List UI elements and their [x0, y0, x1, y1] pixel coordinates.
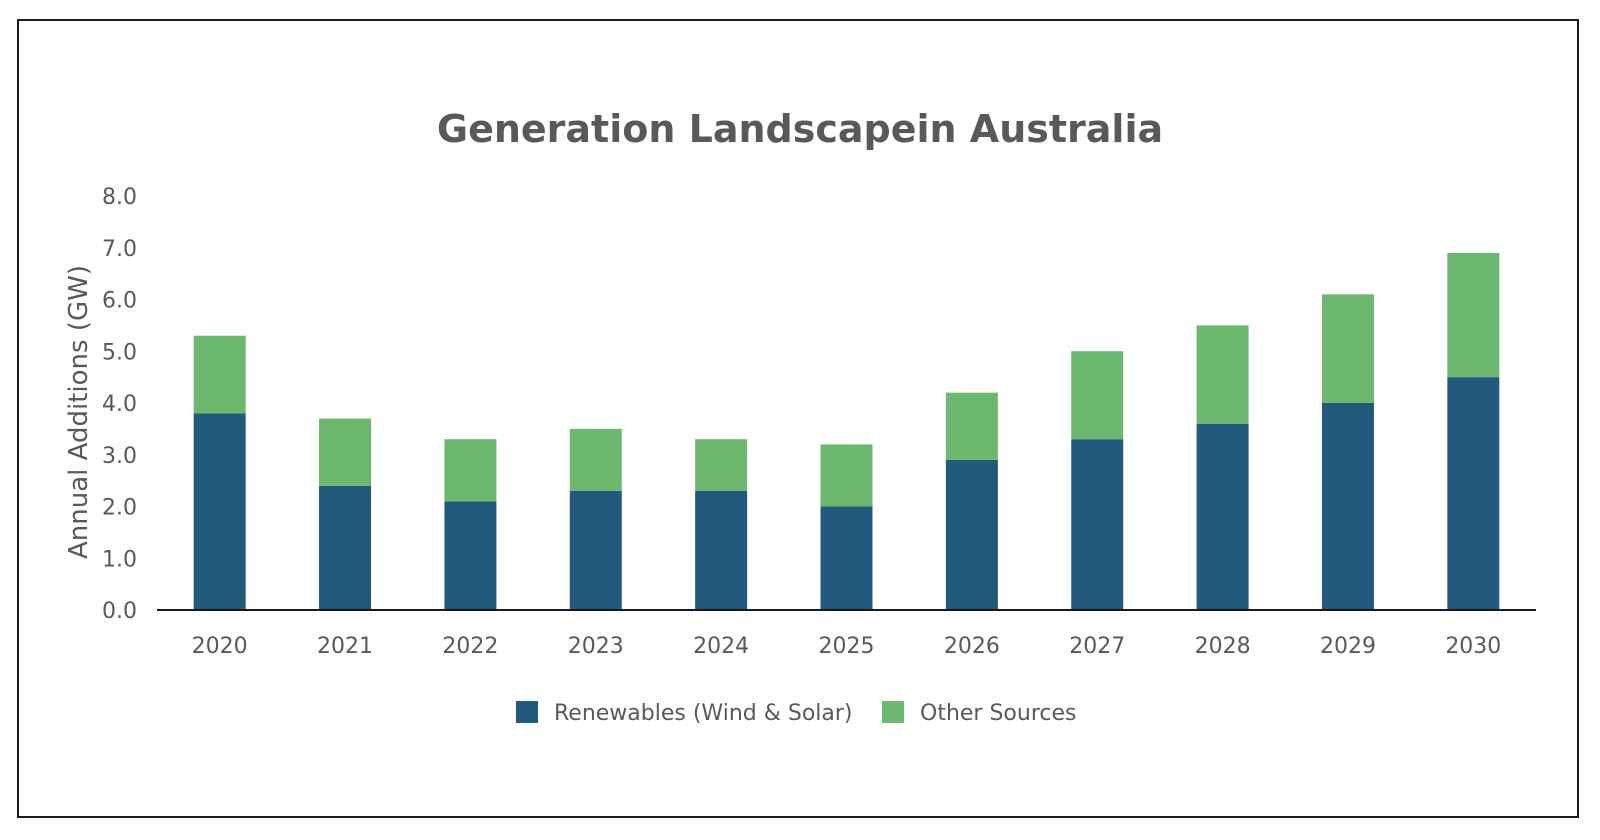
x-tick-label: 2026 — [944, 634, 1000, 659]
bar-renewables — [444, 501, 497, 610]
x-axis-ticks: 2020 2021 2022 2023 2024 2025 2026 2027 2028 2029… — [192, 634, 1502, 659]
x-tick-label: 2029 — [1320, 634, 1376, 659]
x-tick-label: 2020 — [192, 634, 248, 659]
y-tick-label: 6.0 — [102, 289, 137, 314]
x-tick-label: 2022 — [442, 634, 498, 659]
y-tick-label: 3.0 — [102, 444, 137, 469]
bar-renewables — [1071, 439, 1124, 610]
legend-label-renewables: Renewables (Wind & Solar) — [554, 701, 853, 726]
legend: Renewables (Wind & Solar) Other Sources — [516, 701, 1076, 726]
legend-swatch-renewables — [516, 701, 538, 723]
bar-other-sources — [1447, 252, 1500, 378]
x-tick-label: 2030 — [1445, 634, 1501, 659]
y-tick-label: 1.0 — [102, 547, 137, 572]
y-tick-label: 5.0 — [102, 340, 137, 365]
chart-title: Generation Landscapein Australia — [437, 107, 1163, 151]
y-tick-label: 7.0 — [102, 237, 137, 262]
bar-renewables — [193, 413, 246, 610]
bar-other-sources — [1321, 294, 1374, 403]
bar-renewables — [1196, 423, 1249, 610]
bar-renewables — [569, 490, 622, 610]
bar-other-sources — [695, 439, 748, 491]
bar-other-sources — [444, 439, 497, 502]
chart-frame — [17, 19, 1579, 818]
bar-other-sources — [820, 444, 873, 507]
bar-other-sources — [945, 392, 998, 460]
bar-renewables — [695, 490, 748, 610]
legend-label-other-sources: Other Sources — [920, 701, 1076, 726]
bar-other-sources — [193, 335, 246, 414]
legend-swatch-other-sources — [882, 701, 904, 723]
y-axis-title: Annual Additions (GW) — [64, 265, 94, 559]
y-tick-label: 4.0 — [102, 392, 137, 417]
y-tick-label: 8.0 — [102, 185, 137, 210]
bar-other-sources — [1196, 325, 1249, 424]
bar-renewables — [1447, 377, 1500, 610]
bar-series — [193, 252, 1500, 610]
y-tick-label: 0.0 — [102, 599, 137, 624]
bar-other-sources — [319, 418, 372, 486]
y-axis-ticks: 0.0 1.0 2.0 3.0 4.0 5.0 6.0 7.0 8.0 — [102, 185, 137, 624]
x-tick-label: 2021 — [317, 634, 373, 659]
y-tick-label: 2.0 — [102, 496, 137, 521]
bar-renewables — [820, 506, 873, 610]
bar-renewables — [319, 485, 372, 610]
bar-other-sources — [569, 428, 622, 491]
y-axis-title-group: Annual Additions (GW) — [64, 265, 94, 559]
x-tick-label: 2024 — [693, 634, 749, 659]
x-tick-label: 2028 — [1195, 634, 1251, 659]
bar-renewables — [1321, 403, 1374, 610]
bar-other-sources — [1071, 351, 1124, 440]
x-tick-label: 2023 — [568, 634, 624, 659]
x-tick-label: 2027 — [1069, 634, 1125, 659]
x-tick-label: 2025 — [819, 634, 875, 659]
bar-renewables — [945, 459, 998, 610]
